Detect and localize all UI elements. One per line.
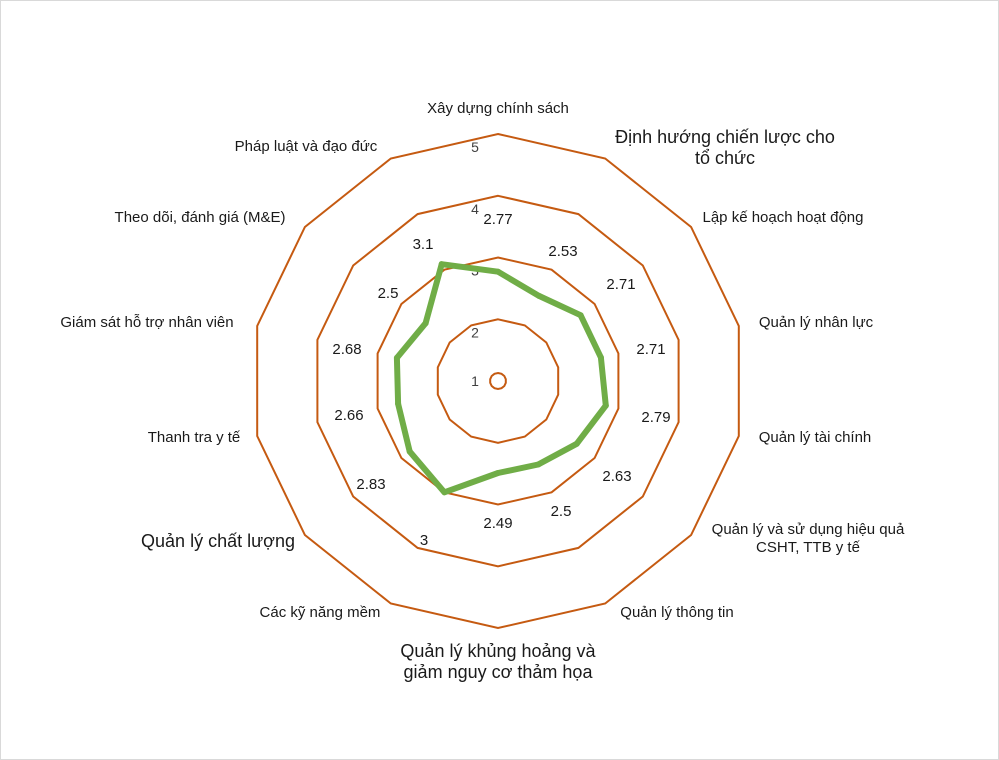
category-label: Giám sát hỗ trợ nhân viên xyxy=(60,314,233,331)
data-label: 2.83 xyxy=(356,476,385,493)
grid-ring-3 xyxy=(376,256,620,506)
grid-ring-1 xyxy=(489,371,507,391)
data-label: 2.77 xyxy=(483,211,512,228)
category-label: Quản lý tài chính xyxy=(759,429,872,446)
category-label: Thanh tra y tế xyxy=(148,429,241,446)
grid-ring-2 xyxy=(436,318,560,444)
data-label: 2.71 xyxy=(606,276,635,293)
category-label: Theo dõi, đánh giá (M&E) xyxy=(115,209,286,226)
data-point xyxy=(393,354,400,361)
data-point xyxy=(577,312,584,319)
category-label: Các kỹ năng mềm xyxy=(260,604,381,621)
data-label: 2.5 xyxy=(378,285,399,302)
data-label: 2.71 xyxy=(636,341,665,358)
category-label: Định hướng chiến lược cho tổ chức xyxy=(615,127,835,168)
data-point xyxy=(573,440,580,447)
category-label: Quản lý chất lượng xyxy=(141,531,295,551)
data-label: 2.5 xyxy=(551,503,572,520)
category-label: Xây dựng chính sách xyxy=(427,100,569,117)
data-label: 2.68 xyxy=(332,341,361,358)
data-label: 2.66 xyxy=(334,407,363,424)
grid-ring-4 xyxy=(316,194,680,568)
category-label: Pháp luật và đạo đức xyxy=(235,138,378,155)
data-point xyxy=(441,489,448,496)
data-point xyxy=(536,292,542,299)
data-label: 2.53 xyxy=(548,243,577,260)
category-label: Quản lý nhân lực xyxy=(759,314,874,331)
series-line xyxy=(393,261,609,496)
data-label: 2.63 xyxy=(602,468,631,485)
data-label: 3.1 xyxy=(413,236,434,253)
data-point xyxy=(597,354,604,361)
data-point xyxy=(495,268,501,275)
grid-ring-5 xyxy=(256,132,740,630)
data-label: 2.49 xyxy=(483,515,512,532)
category-label: Quản lý khủng hoảng và giảm nguy cơ thảm … xyxy=(400,641,596,682)
data-point xyxy=(602,402,609,409)
data-point xyxy=(495,470,501,476)
data-point xyxy=(395,400,402,407)
tick-label: 2 xyxy=(471,324,479,340)
data-point xyxy=(422,320,429,327)
category-label: Quản lý và sử dụng hiệu quả CSHT, TTB y t… xyxy=(712,521,905,556)
data-point xyxy=(535,461,542,468)
tick-label: 5 xyxy=(471,139,479,155)
tick-label: 4 xyxy=(471,201,479,217)
data-label: 2.79 xyxy=(641,409,670,426)
data-point xyxy=(406,448,413,455)
tick-label: 1 xyxy=(471,373,479,389)
radar-grid xyxy=(256,132,740,630)
data-label: 3 xyxy=(420,532,428,549)
data-point xyxy=(438,261,445,268)
category-label: Lập kế hoạch hoạt động xyxy=(703,209,864,226)
category-label: Quản lý thông tin xyxy=(620,604,733,621)
